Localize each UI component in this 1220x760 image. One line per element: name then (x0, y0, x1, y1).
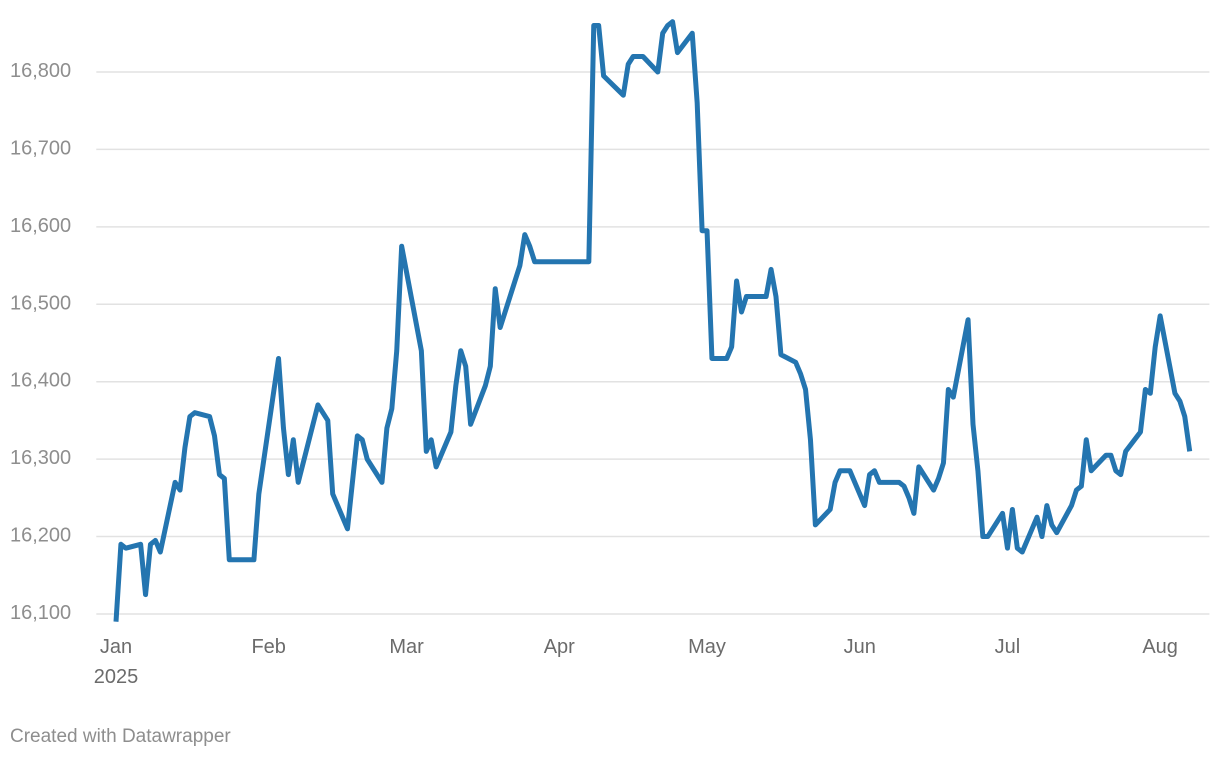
x-tick-label: Jun (844, 636, 876, 658)
y-tick-label: 16,800 (10, 60, 71, 82)
footer: Created with Datawrapper (10, 726, 231, 747)
x-tick-label: Feb (251, 636, 285, 658)
y-tick-label: 16,400 (10, 370, 71, 392)
x-tick-label: Jul (995, 636, 1021, 658)
x-tick-label: May (688, 636, 726, 658)
y-tick-label: 16,100 (10, 602, 71, 624)
y-tick-label: 16,500 (10, 293, 71, 315)
x-tick-label: Mar (389, 636, 424, 658)
x-tick-label: Aug (1142, 636, 1178, 658)
y-tick-label: 16,600 (10, 215, 71, 237)
y-tick-label: 16,700 (10, 138, 71, 160)
x-tick-label: Jan 2025 (94, 636, 139, 688)
y-tick-label: 16,300 (10, 447, 71, 469)
line (113, 19, 1193, 622)
x-tick-label: Apr (544, 636, 575, 658)
y-tick-label: 16,200 (10, 525, 71, 547)
